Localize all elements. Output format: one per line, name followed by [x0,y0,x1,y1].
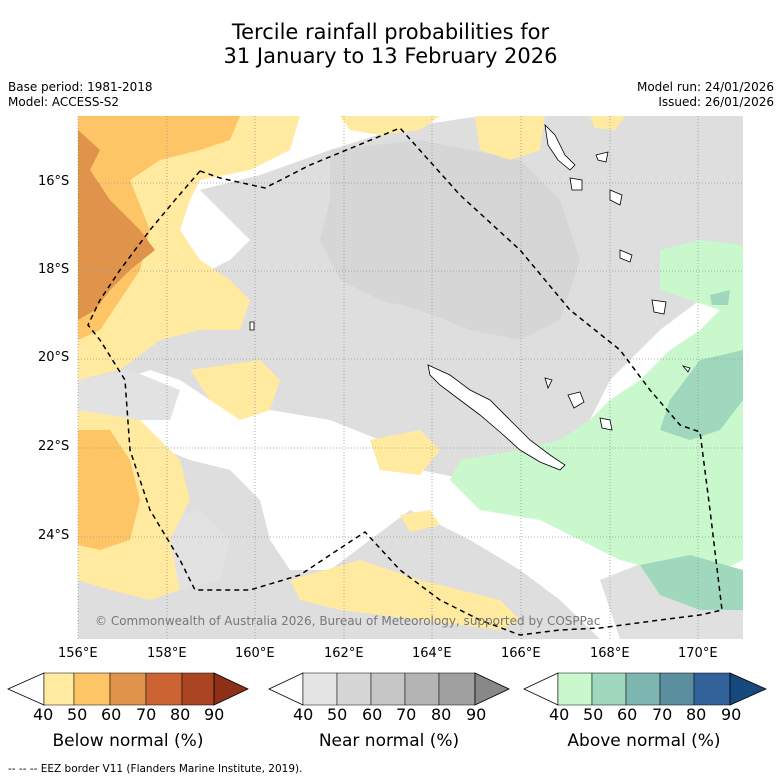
lon-label: 168°E [590,646,630,661]
tick-label: 90 [466,705,487,724]
lon-label: 156°E [58,646,98,661]
tick-label: 90 [721,705,742,724]
below-normal-central [370,430,440,475]
lon-label: 162°E [324,646,364,661]
tick-label: 50 [327,705,348,724]
tick-label: 60 [362,705,383,724]
lon-label: 160°E [235,646,275,661]
coastlines [249,123,691,471]
title-line-1: Tercile rainfall probabilities for [231,20,550,44]
tick-label: 50 [67,705,88,724]
above-normal-title: Above normal (%) [567,731,721,751]
meta-right: Model run: 24/01/2026 Issued: 26/01/2026 [637,80,774,110]
colorbar-above [523,672,767,706]
colorbar-near [268,672,510,706]
lat-label: 24°S [38,528,70,543]
near-normal-darker [320,140,580,340]
below-normal-north [340,116,440,135]
model-run: Model run: 24/01/2026 [636,80,774,94]
base-period: Base period: 1981-2018 [8,80,153,94]
lon-label: 158°E [147,646,187,661]
issued-date: Issued: 26/01/2026 [658,95,774,109]
tick-label: 80 [170,705,191,724]
eez-border [87,127,723,636]
lat-label: 20°S [38,350,70,365]
below-normal-mid [190,360,280,420]
tick-label: 90 [204,705,225,724]
below-normal-west-60 [78,116,240,340]
title-line-2: 31 January to 13 February 2026 [223,44,558,68]
below-normal-northeast [475,116,545,160]
below-normal-south [290,560,520,630]
lat-label: 22°S [38,439,70,454]
vanuatu-north [544,123,576,171]
above-normal-east-50 [660,350,743,440]
tick-label: 60 [101,705,122,724]
eez-footnote: -- -- -- EEZ border V11 (Flanders Marine… [8,763,303,775]
tick-label: 40 [33,705,54,724]
model-name: Model: ACCESS-S2 [8,95,120,109]
copyright: © Commonwealth of Australia 2026, Bureau… [95,614,601,628]
near-normal-title: Near normal (%) [318,731,460,751]
lon-label: 170°E [678,646,718,661]
tick-label: 40 [549,705,570,724]
lat-label: 16°S [38,174,70,189]
below-normal-west-70 [78,130,155,320]
near-normal-region [78,116,743,639]
tick-label: 70 [396,705,417,724]
lon-label: 164°E [412,646,452,661]
meta-left: Base period: 1981-2018 Model: ACCESS-S2 [8,80,153,110]
tick-label: 40 [293,705,314,724]
below-normal-small [400,510,440,532]
above-normal-dot [710,290,730,305]
map-fields [78,116,743,639]
below-normal-west-50 [78,116,300,380]
below-normal-top-east [590,116,625,130]
below-normal-title: Below normal (%) [52,731,204,751]
tick-label: 80 [431,705,452,724]
lat-label: 18°S [38,262,70,277]
above-normal-east-40 [450,240,743,580]
tick-label: 80 [686,705,707,724]
tick-label: 50 [583,705,604,724]
lon-label: 166°E [501,646,541,661]
tick-label: 60 [617,705,638,724]
colorbar-below [7,672,249,706]
tick-label: 70 [652,705,673,724]
below-normal-south-west-60 [78,430,140,550]
loyalty-islands [567,391,585,409]
graticule [77,116,743,639]
tick-label: 70 [136,705,157,724]
new-caledonia [427,364,566,471]
